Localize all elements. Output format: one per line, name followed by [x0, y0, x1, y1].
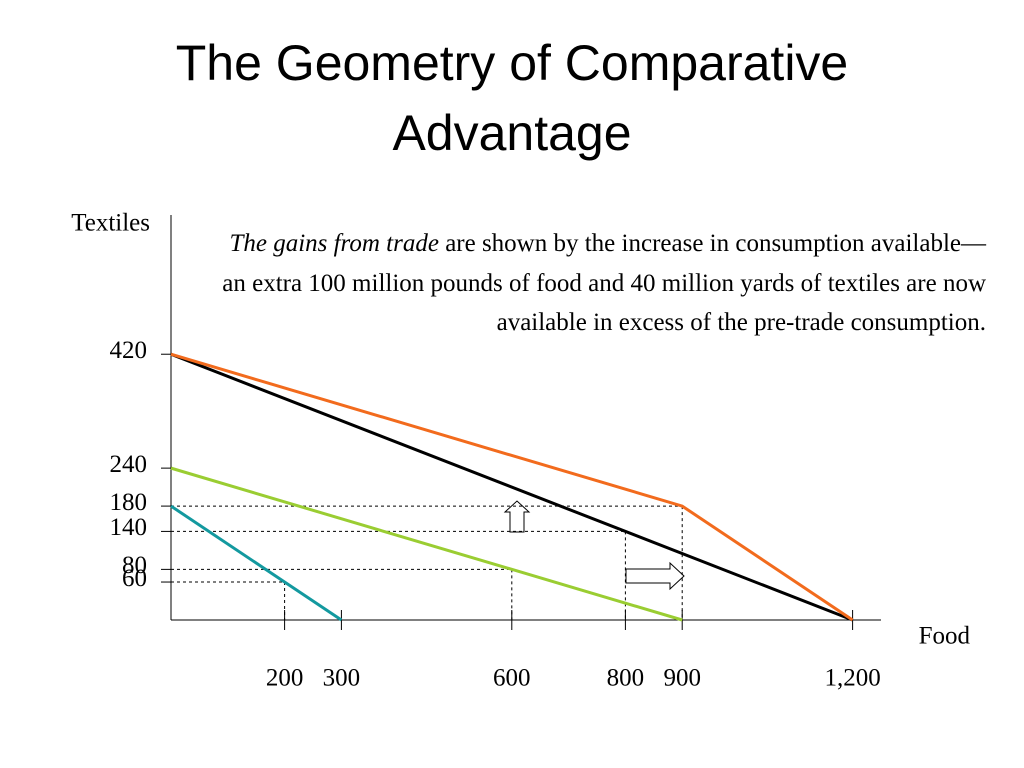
y-tick-label: 60	[122, 565, 147, 592]
x-tick-label: 900	[663, 665, 701, 692]
y-tick-label: 140	[110, 514, 148, 541]
x-tick-label: 200	[266, 665, 304, 692]
x-tick-label: 300	[323, 665, 361, 692]
y-tick-label: 420	[110, 337, 148, 364]
right-arrow	[625, 561, 685, 591]
series-line	[170, 352, 854, 622]
x-axis-label: Food	[919, 623, 971, 650]
series-line	[170, 352, 854, 622]
y-tick-label: 240	[110, 451, 148, 478]
up-arrow	[503, 500, 531, 533]
x-tick-label: 800	[607, 665, 645, 692]
slide-title: The Geometry of Comparative Advantage	[175, 35, 849, 161]
y-tick-label: 80	[122, 552, 147, 579]
series-line	[170, 466, 683, 622]
x-tick-label: 600	[493, 665, 531, 692]
y-tick-label: 180	[110, 489, 148, 516]
series-line	[170, 504, 343, 622]
annotation: The gains from trade are shown by the in…	[220, 224, 986, 343]
annotation-italic: The gains from trade	[229, 230, 439, 257]
y-axis-label: Textiles	[71, 210, 150, 237]
x-tick-label: 1,200	[824, 665, 880, 692]
annotation-text: are shown by the increase in consumption…	[222, 230, 986, 336]
